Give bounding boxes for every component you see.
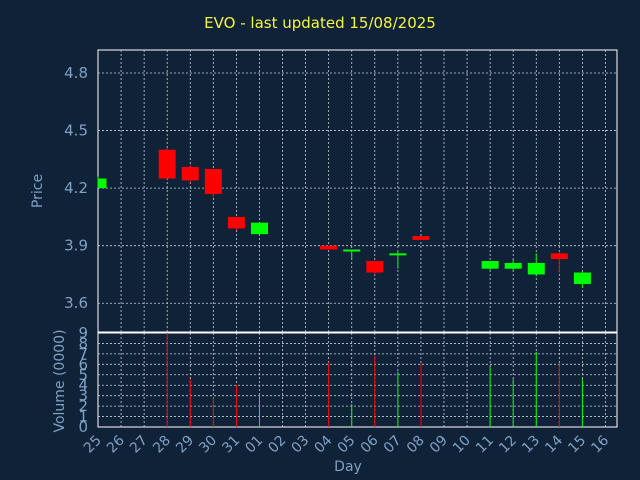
- x-tick-label: 10: [450, 433, 474, 457]
- x-tick-labels: 25 26 27 28 29 30 31 01 02 03 04 05 06 07 08 09 10 11 12 13…: [81, 432, 612, 456]
- candle-body: [227, 216, 245, 229]
- volume-tick-label: 7: [78, 345, 88, 363]
- candle-body: [343, 249, 361, 252]
- x-tick-label: 25: [81, 433, 105, 457]
- price-tick-labels: 3.6 3.9 4.2 4.5 4.8: [64, 64, 88, 312]
- x-tick-label: 06: [358, 432, 382, 456]
- x-tick-label: 29: [173, 433, 197, 457]
- volume-axis-label: Volume (0000): [52, 329, 68, 432]
- candle-body: [504, 262, 522, 269]
- candle-body: [320, 245, 338, 250]
- x-tick-label: 15: [565, 433, 589, 457]
- volume-bars: [166, 333, 583, 427]
- price-tick-label: 4.2: [64, 179, 88, 197]
- x-tick-label: 27: [127, 433, 151, 457]
- x-tick-label: 04: [312, 432, 336, 456]
- volume-tick-label: 9: [78, 324, 88, 342]
- x-tick-label: 07: [381, 433, 405, 457]
- candle-body: [250, 222, 268, 235]
- volume-tick-label: 8: [78, 334, 88, 352]
- candles: [97, 147, 591, 288]
- volume-tick-label: 5: [78, 366, 88, 384]
- price-axis-label: Price: [30, 174, 46, 208]
- x-tick-label: 14: [542, 432, 566, 456]
- x-tick-label: 01: [242, 433, 266, 457]
- candle-body: [550, 253, 568, 260]
- chart-title: EVO - last updated 15/08/2025: [204, 14, 436, 32]
- volume-tick-label: 3: [78, 387, 88, 405]
- volume-tick-label: 0: [78, 418, 88, 436]
- x-tick-label: 13: [519, 433, 543, 457]
- x-tick-label: 31: [219, 433, 243, 457]
- candle-body: [181, 167, 199, 181]
- volume-tick-label: 2: [78, 397, 88, 415]
- candle-body: [204, 168, 222, 194]
- candle-body: [389, 253, 407, 256]
- price-tick-label: 3.6: [64, 294, 88, 312]
- x-tick-label: 05: [335, 433, 359, 457]
- x-tick-label: 26: [104, 432, 128, 456]
- candle-body: [527, 262, 545, 275]
- candle-body: [412, 236, 430, 240]
- candle-body: [366, 261, 384, 273]
- price-grid: [98, 50, 617, 332]
- x-tick-label: 30: [196, 433, 220, 457]
- volume-tick-label: 1: [78, 408, 88, 426]
- price-plot-frame: [97, 49, 618, 333]
- x-tick-label: 16: [588, 432, 612, 456]
- x-tick-label: 02: [265, 433, 289, 457]
- x-axis-label: Day: [334, 459, 362, 475]
- volume-grid: [98, 333, 617, 427]
- candle-body: [98, 178, 107, 189]
- x-tick-label: 09: [427, 433, 451, 457]
- volume-plot-frame: [97, 332, 618, 428]
- price-tick-label: 3.9: [64, 237, 88, 255]
- price-tick-label: 4.5: [64, 122, 88, 140]
- candle-body: [158, 149, 176, 179]
- x-tick-label: 12: [496, 433, 520, 457]
- x-tick-label: 28: [150, 433, 174, 457]
- volume-tick-label: 4: [78, 376, 88, 394]
- price-tick-label: 4.8: [64, 64, 88, 82]
- x-tick-label: 11: [473, 433, 497, 457]
- x-tick-label: 08: [404, 433, 428, 457]
- candle-body: [573, 272, 591, 285]
- x-tick-label: 03: [289, 433, 313, 457]
- candle-body: [481, 261, 499, 269]
- volume-tick-label: 6: [78, 355, 88, 373]
